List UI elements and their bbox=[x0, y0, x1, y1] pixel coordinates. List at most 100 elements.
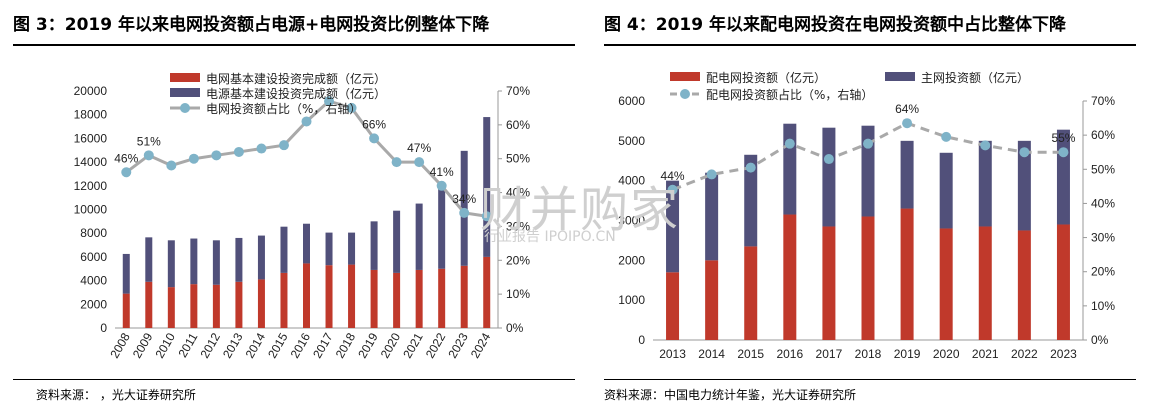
legend-swatch bbox=[885, 72, 915, 81]
bar-segment-lower bbox=[122, 293, 130, 328]
share-line-point bbox=[391, 157, 402, 168]
left-axis-tick-label: 2000 bbox=[80, 297, 107, 311]
share-line-point bbox=[256, 143, 267, 154]
x-axis-tick-label: 2019 bbox=[355, 330, 381, 360]
x-axis-tick-label: 2018 bbox=[855, 347, 882, 361]
x-axis-tick-label: 2012 bbox=[198, 330, 224, 360]
bar-segment-upper bbox=[1017, 140, 1031, 231]
right-axis-tick-label: 40% bbox=[506, 186, 530, 200]
bar-segment-upper bbox=[122, 253, 130, 294]
chart-figure-3: 0 2000 4000 6000 8000 10000 12000 14000 16000 180… bbox=[74, 71, 531, 361]
share-line-point bbox=[980, 140, 991, 151]
x-axis-tick-label: 2017 bbox=[310, 330, 336, 360]
bar-segment-upper bbox=[822, 127, 836, 227]
share-line-point bbox=[863, 138, 873, 149]
x-axis-tick-label: 2013 bbox=[659, 347, 686, 361]
share-data-label: 44% bbox=[661, 169, 685, 183]
share-line-point bbox=[369, 133, 380, 144]
bar-segment-lower bbox=[978, 226, 992, 340]
bar-segment-lower bbox=[303, 263, 310, 328]
share-line-point bbox=[436, 180, 447, 191]
right-axis-tick-label: 70% bbox=[1091, 94, 1115, 108]
legend-label: 电源基本建设投资完成额（亿元） bbox=[206, 86, 386, 101]
x-axis-tick-label: 2011 bbox=[175, 330, 200, 360]
bar-segment-upper bbox=[325, 232, 333, 266]
bar-segment-upper bbox=[370, 221, 378, 270]
bar-segment-upper bbox=[666, 180, 680, 273]
figure-3-source: 资料来源： ，光大证券研究所 bbox=[36, 388, 196, 402]
left-axis-tick-label: 5000 bbox=[618, 134, 645, 148]
bar-segment-upper bbox=[167, 240, 175, 288]
left-axis-tick-label: 1000 bbox=[618, 293, 645, 307]
share-line-point bbox=[324, 96, 335, 107]
bar-segment-lower bbox=[145, 281, 153, 328]
x-axis-tick-label: 2017 bbox=[816, 347, 843, 361]
share-line-point bbox=[784, 138, 795, 149]
share-line-point bbox=[143, 150, 154, 161]
x-axis-tick-label: 2022 bbox=[1011, 347, 1038, 361]
x-axis-tick-label: 2022 bbox=[423, 330, 449, 360]
share-line-point bbox=[745, 162, 756, 173]
x-axis-tick-label: 2014 bbox=[698, 347, 725, 361]
legend-swatch bbox=[170, 88, 200, 97]
share-line-point bbox=[166, 160, 177, 171]
bar-segment-lower bbox=[325, 265, 333, 328]
bar-segment-upper bbox=[415, 203, 423, 270]
left-axis-tick-label: 6000 bbox=[618, 94, 645, 108]
share-line-point bbox=[459, 207, 470, 218]
bar-segment-upper bbox=[861, 125, 875, 217]
share-line-point bbox=[233, 146, 244, 157]
chart-figure-4: 0 1000 2000 3000 4000 5000 6000 0% 10% 20% 30% 40% 5… bbox=[618, 70, 1115, 361]
share-data-label: 41% bbox=[430, 165, 454, 179]
bar-segment-upper bbox=[257, 235, 265, 280]
share-data-label: 55% bbox=[1051, 131, 1075, 145]
left-axis-tick-label: 12000 bbox=[74, 179, 108, 193]
x-axis-tick-label: 2021 bbox=[972, 347, 999, 361]
right-axis-tick-label: 50% bbox=[506, 152, 530, 166]
bar-segment-upper bbox=[235, 237, 243, 282]
left-axis-tick-label: 0 bbox=[638, 333, 645, 347]
x-axis-tick-label: 2009 bbox=[130, 330, 156, 360]
bar-segment-upper bbox=[783, 123, 797, 215]
bar-segment-upper bbox=[393, 210, 401, 273]
legend-label: 电网基本建设投资完成额（亿元） bbox=[206, 71, 386, 86]
share-data-label: 47% bbox=[407, 141, 431, 155]
x-axis-tick-label: 2008 bbox=[107, 330, 133, 360]
left-axis-tick-label: 10000 bbox=[74, 203, 108, 217]
legend-label: 主网投资额（亿元） bbox=[921, 70, 1029, 85]
legend-swatch bbox=[170, 73, 200, 82]
legend-label: 电网投资额占比（%，右轴） bbox=[206, 101, 361, 116]
share-line-point bbox=[902, 118, 913, 129]
x-axis-tick-label: 2016 bbox=[288, 330, 314, 360]
figure-3-bottom-rule bbox=[13, 379, 575, 380]
bar-segment-lower bbox=[666, 272, 680, 340]
right-axis-tick-label: 20% bbox=[1091, 265, 1115, 279]
bar-segment-upper bbox=[280, 226, 288, 273]
share-line-point bbox=[941, 131, 952, 142]
bar-segment-lower bbox=[744, 246, 758, 340]
x-axis-tick-label: 2018 bbox=[333, 330, 359, 360]
left-axis-tick-label: 14000 bbox=[74, 155, 108, 169]
share-line-point bbox=[706, 169, 717, 180]
figure-3-title-rule bbox=[13, 44, 575, 46]
bar-segment-lower bbox=[370, 269, 378, 328]
figure-4-title-rule bbox=[604, 44, 1136, 46]
right-axis-tick-label: 10% bbox=[1091, 299, 1115, 313]
share-line-point bbox=[1058, 147, 1069, 158]
left-axis-tick-label: 4000 bbox=[80, 274, 107, 288]
right-axis-tick-label: 30% bbox=[506, 219, 530, 233]
right-axis-tick-label: 10% bbox=[506, 287, 530, 301]
share-line-point bbox=[1019, 147, 1030, 158]
right-axis-tick-label: 70% bbox=[506, 84, 530, 98]
bar-segment-lower bbox=[822, 226, 836, 340]
x-axis-tick-label: 2016 bbox=[776, 347, 803, 361]
bar-segment-lower bbox=[705, 260, 719, 340]
share-line-point bbox=[414, 157, 425, 168]
x-axis-tick-label: 2023 bbox=[1050, 347, 1077, 361]
share-line-point bbox=[211, 150, 222, 161]
share-line-point bbox=[278, 140, 289, 151]
share-data-label: 34% bbox=[452, 192, 476, 206]
x-axis-tick-label: 2015 bbox=[265, 330, 291, 360]
x-axis-tick-label: 2020 bbox=[933, 347, 960, 361]
bar-segment-upper bbox=[978, 140, 992, 227]
